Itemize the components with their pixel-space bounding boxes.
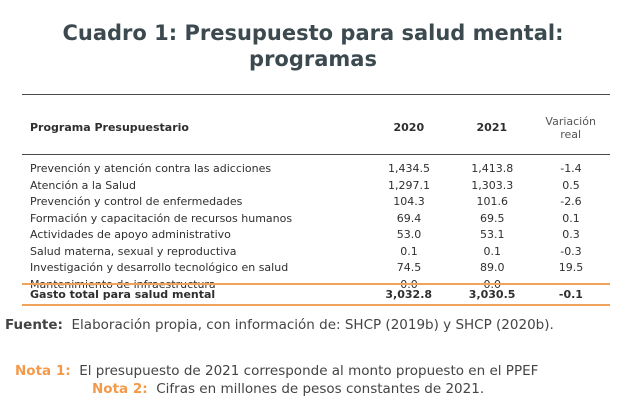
- total-2021: 3,030.5: [468, 288, 516, 301]
- table-title: Cuadro 1: Presupuesto para salud mental:…: [0, 20, 626, 72]
- value-2020: 1,434.5: [387, 162, 430, 175]
- variacion-real: -2.6: [560, 195, 582, 208]
- table-row: Investigación y desarrollo tecnológico e…: [22, 260, 610, 277]
- nota-1: Nota 1: El presupuesto de 2021 correspon…: [15, 363, 538, 379]
- table-row: Prevención y atención contra las adiccio…: [22, 161, 610, 178]
- total-row: Gasto total para salud mental 3,032.8 3,…: [22, 287, 610, 304]
- variacion-real: 0.1: [562, 211, 580, 225]
- header-variacion-label: Variación real: [545, 115, 596, 141]
- value-2021: 0.1: [483, 244, 502, 258]
- value-2021: 69.5: [480, 211, 505, 225]
- table-row: Prevención y control de enfermedades 104.…: [22, 194, 610, 211]
- total-label: Gasto total para salud mental: [30, 288, 216, 301]
- total-2020: 3,032.8: [385, 288, 433, 301]
- variacion-real: 19.5: [558, 261, 584, 274]
- fuente-note: Fuente: Elaboración propia, con informac…: [5, 317, 554, 333]
- top-rule: [22, 94, 610, 95]
- variacion-real: -0.3: [560, 244, 582, 258]
- table-row: Formación y capacitación de recursos hum…: [22, 211, 610, 228]
- header-program: Programa Presupuestario: [30, 120, 189, 134]
- program-name: Atención a la Salud: [30, 178, 136, 192]
- value-2020: 1,297.1: [387, 178, 430, 192]
- value-2021: 101.6: [476, 195, 509, 208]
- table-body: Prevención y atención contra las adiccio…: [22, 161, 610, 293]
- variacion-real: -1.4: [560, 162, 582, 175]
- title-line-2: programas: [249, 47, 377, 71]
- value-2021: 89.0: [480, 261, 505, 274]
- table-row: Salud materna, sexual y reproductiva 0.1 0…: [22, 244, 610, 261]
- total-bottom-rule: [22, 304, 610, 306]
- value-2021: 53.1: [480, 228, 505, 241]
- total-top-rule: [22, 283, 610, 285]
- program-name: Salud materna, sexual y reproductiva: [30, 244, 237, 258]
- fuente-text: Elaboración propia, con información de: …: [71, 317, 554, 333]
- program-name: Actividades de apoyo administrativo: [30, 228, 231, 241]
- total-variacion: -0.1: [558, 288, 583, 301]
- program-name: Prevención y atención contra las adiccio…: [30, 162, 272, 175]
- header-rule: [22, 154, 610, 155]
- nota-1-label: Nota 1:: [15, 363, 71, 379]
- header-row: Programa Presupuestario 2020 2021 Variac…: [22, 110, 610, 146]
- value-2021: 1,303.3: [471, 178, 514, 192]
- nota-2-text: Cifras en millones de pesos constantes d…: [156, 381, 485, 397]
- title-line-1: Cuadro 1: Presupuesto para salud mental:: [62, 21, 564, 45]
- nota-2: Nota 2: Cifras en millones de pesos cons…: [92, 381, 484, 397]
- value-2020: 69.4: [396, 211, 422, 225]
- value-2020: 74.5: [396, 261, 422, 274]
- table-header: Programa Presupuestario 2020 2021 Variac…: [22, 110, 610, 146]
- table-total: Gasto total para salud mental 3,032.8 3,…: [22, 287, 610, 304]
- value-2020: 53.0: [396, 228, 422, 241]
- value-2020: 0.1: [400, 244, 418, 258]
- program-name: Investigación y desarrollo tecnológico e…: [30, 261, 289, 274]
- variacion-real: 0.3: [562, 228, 580, 241]
- program-name: Formación y capacitación de recursos hum…: [30, 211, 293, 225]
- variacion-real: 0.5: [562, 178, 580, 192]
- header-2021: 2021: [476, 120, 508, 134]
- value-2021: 1,413.8: [471, 162, 514, 175]
- fuente-label: Fuente:: [5, 317, 63, 333]
- nota-1-text: El presupuesto de 2021 corresponde al mo…: [79, 363, 539, 379]
- program-name: Prevención y control de enfermedades: [30, 195, 243, 208]
- value-2020: 104.3: [393, 195, 425, 208]
- header-variacion: Variación real: [531, 110, 610, 146]
- table-row: Atención a la Salud 1,297.1 1,303.3 0.5: [22, 178, 610, 195]
- table-row: Actividades de apoyo administrativo 53.0 5…: [22, 227, 610, 244]
- nota-2-label: Nota 2:: [92, 381, 148, 397]
- header-2020: 2020: [393, 120, 425, 134]
